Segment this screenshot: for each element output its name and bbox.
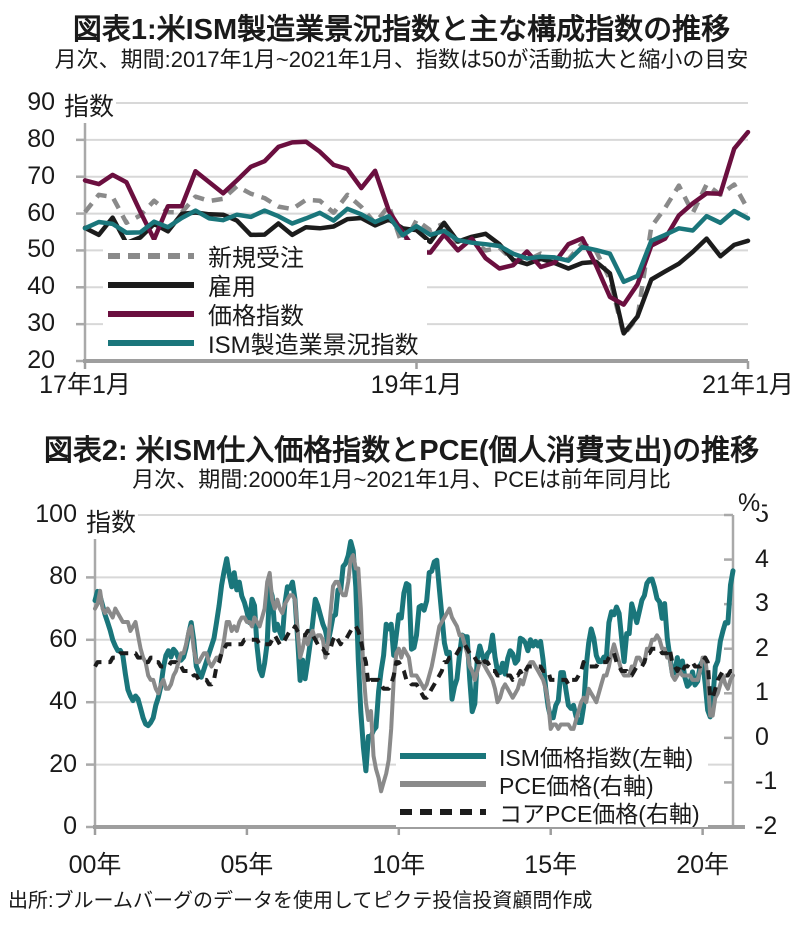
x-axis-tick-label: 20年 <box>676 851 730 879</box>
legend-item-ism-pmi: ISM製造業景況指数 <box>105 328 419 359</box>
y-axis-tick-label: 100 <box>35 500 77 528</box>
y-axis-tick-label: 60 <box>49 624 77 653</box>
legend-label: ISM製造業景況指数 <box>208 332 419 359</box>
legend-label: 新規受注 <box>208 245 304 272</box>
figure1-title: 図表1:米ISM製造業景況指数と主な構成指数の推移 <box>72 14 731 46</box>
dashed-line-swatch-icon <box>400 809 486 815</box>
y-axis-tick-label: 60 <box>27 198 55 227</box>
figure1-subtitle: 月次、期間:2017年1月~2021年1月、指数は50が活動拡大と縮小の目安 <box>54 47 749 72</box>
legend-label: 価格指数 <box>208 303 304 330</box>
y-axis-tick-label: 30 <box>27 309 55 338</box>
right-y-axis-tick-label: -1 <box>755 767 778 796</box>
y-axis-tick-label: 80 <box>27 124 55 153</box>
figure2-subtitle: 月次、期間:2000年1月~2021年1月、PCEは前年同月比 <box>132 467 671 492</box>
chart2-canvas <box>86 513 745 835</box>
chart2-legend: ISM価格指数(左軸) PCE価格(右軸) コアPCE価格(右軸) <box>396 741 708 827</box>
x-axis-tick-label: 21年1月 <box>702 371 794 399</box>
y-axis-tick-label: 70 <box>27 161 55 190</box>
line-swatch-icon <box>108 310 194 317</box>
line-swatch-icon <box>400 753 486 759</box>
x-axis-tick-label: 19年1月 <box>370 371 463 399</box>
x-axis-tick-label: 05年 <box>220 851 274 879</box>
legend-label: ISM価格指数(左軸) <box>499 745 694 771</box>
y-axis-tick-label: 0 <box>63 812 77 840</box>
right-y-axis-tick-label: 0 <box>755 722 769 751</box>
legend-item-employment: 雇用 <box>105 270 419 301</box>
right-y-axis-tick-label: -2 <box>755 812 778 840</box>
legend-item-core-pce: コアPCE価格(右軸) <box>398 798 700 827</box>
right-y-axis-tick-label: 2 <box>755 633 769 662</box>
y-axis-tick-label: 40 <box>27 272 55 301</box>
legend-label: PCE価格(右軸) <box>499 773 654 799</box>
figure2-title: 図表2: 米ISM仕入価格指数とPCE(個人消費支出)の推移 <box>43 435 760 467</box>
y-axis-tick-label: 50 <box>27 235 55 264</box>
legend-label: コアPCE価格(右軸) <box>499 801 700 827</box>
y-axis-tick-label: 40 <box>49 687 77 716</box>
legend-item-pce: PCE価格(右軸) <box>398 770 700 799</box>
x-axis-tick-label: 00年 <box>68 851 122 879</box>
y-axis-tick-label: 20 <box>49 749 77 778</box>
y-axis-tick-label: 20 <box>27 346 55 374</box>
chart2-right-axis-unit: % <box>736 489 763 518</box>
legend-item-ism-prices: ISM価格指数(左軸) <box>398 742 700 771</box>
line-swatch-icon <box>108 281 194 288</box>
x-axis-tick-label: 10年 <box>372 851 426 879</box>
dashed-line-swatch-icon <box>108 252 194 259</box>
right-y-axis-tick-label: 3 <box>755 589 769 618</box>
legend-item-new-orders: 新規受注 <box>105 241 419 272</box>
right-y-axis-tick-label: 1 <box>755 678 769 707</box>
x-axis-tick-label: 17年1月 <box>39 371 131 399</box>
line-swatch-icon <box>108 339 194 346</box>
y-axis-tick-label: 80 <box>49 562 77 591</box>
chart1-y-axis-unit: 指数 <box>62 87 117 123</box>
source-note: 出所:ブルームバーグのデータを使用してピクテ投信投資顧問作成 <box>8 890 593 912</box>
chart2-left-axis-unit: 指数 <box>84 503 139 539</box>
legend-item-prices: 価格指数 <box>105 299 419 330</box>
legend-label: 雇用 <box>208 274 256 301</box>
right-y-axis-tick-label: 4 <box>755 544 769 573</box>
x-axis-tick-label: 15年 <box>524 851 578 879</box>
chart1-legend: 新規受注 雇用 価格指数 ISM製造業景況指数 <box>103 240 427 359</box>
y-axis-tick-label: 90 <box>27 88 55 116</box>
line-swatch-icon <box>400 781 486 787</box>
